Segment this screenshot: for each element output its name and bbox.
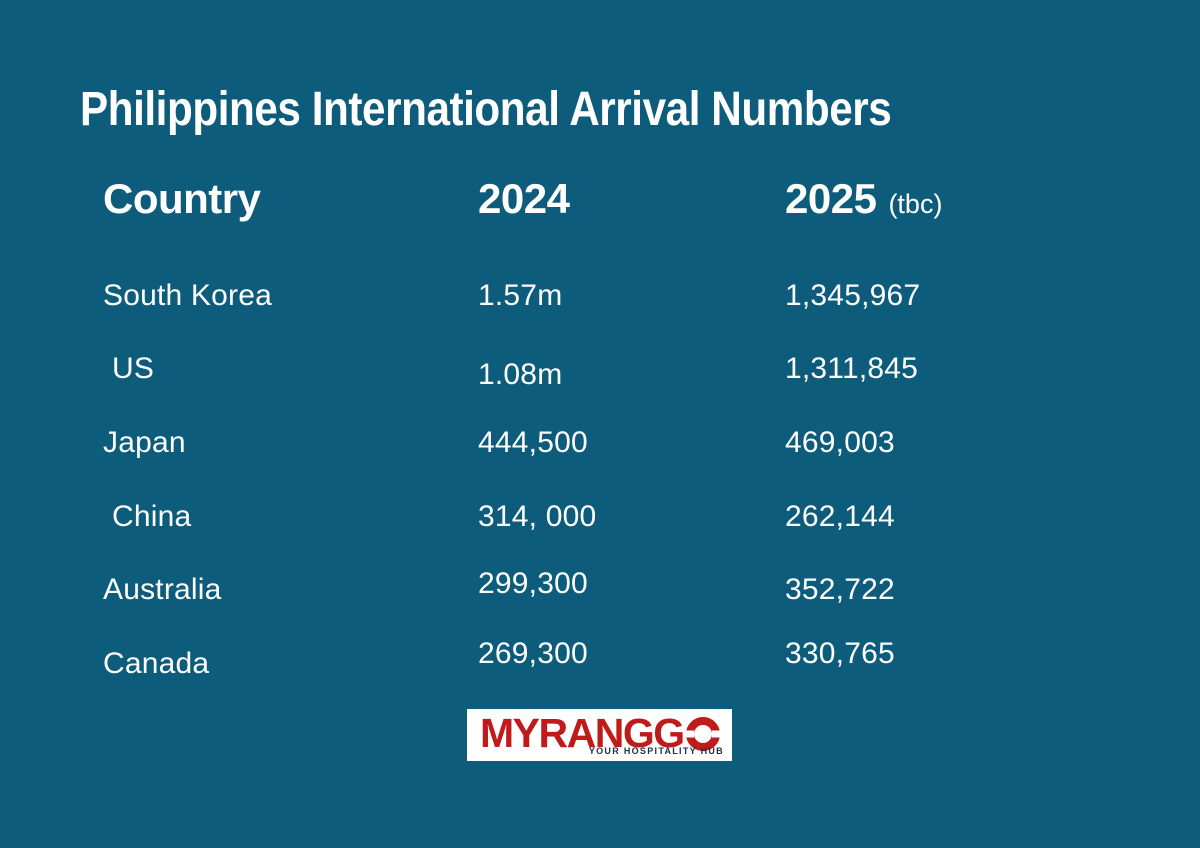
- header-2025-note: (tbc): [888, 189, 943, 219]
- cell-2024: 1.08m: [478, 358, 563, 392]
- logo-wordmark: MYRANGG O: [480, 713, 720, 754]
- header-2024: 2024: [478, 175, 570, 222]
- myranggo-logo: MYRANGG O YOUR HOSPITALITY HUB: [467, 709, 732, 761]
- header-2025-year: 2025: [785, 175, 877, 222]
- table-body: South Korea 1.57m 1,345,967 US 1.08m 1,3…: [103, 259, 1103, 701]
- table-row: US 1.08m 1,311,845: [103, 333, 1103, 407]
- cell-2025: 1,345,967: [785, 278, 921, 312]
- cell-2025: 352,722: [785, 573, 895, 607]
- logo-wordmark-text: MYRANGG: [480, 710, 685, 756]
- header-2025: 2025 (tbc): [785, 178, 1103, 220]
- cell-2024: 314, 000: [478, 499, 597, 533]
- table-row: Australia 299,300 352,722: [103, 553, 1103, 627]
- cell-country: US: [112, 352, 155, 386]
- table-row: Japan 444,500 469,003: [103, 406, 1103, 480]
- cell-2024: 269,300: [478, 636, 588, 670]
- cell-country: China: [112, 499, 192, 533]
- table-row: Canada 269,300 330,765: [103, 627, 1103, 701]
- table-row: China 314, 000 262,144: [103, 480, 1103, 554]
- logo-tagline: YOUR HOSPITALITY HUB: [588, 746, 724, 756]
- cell-country: Japan: [103, 425, 186, 459]
- page-title: Philippines International Arrival Number…: [80, 83, 892, 136]
- cell-country: South Korea: [103, 278, 272, 312]
- cell-2024: 1.57m: [478, 278, 563, 312]
- cell-country: Canada: [103, 646, 210, 680]
- table-row: South Korea 1.57m 1,345,967: [103, 259, 1103, 333]
- cell-2025: 469,003: [785, 425, 895, 459]
- logo-open-o-icon: O: [685, 716, 720, 751]
- cell-2024: 299,300: [478, 567, 588, 601]
- logo-wordmark-last-letter: O: [694, 725, 695, 726]
- cell-2024: 444,500: [478, 425, 588, 459]
- cell-country: Australia: [103, 573, 222, 607]
- cell-2025: 1,311,845: [785, 352, 919, 386]
- header-country: Country: [103, 175, 261, 222]
- cell-2025: 262,144: [785, 499, 895, 533]
- table-header-row: Country 2024 2025 (tbc): [103, 178, 1103, 220]
- cell-2025: 330,765: [785, 636, 895, 670]
